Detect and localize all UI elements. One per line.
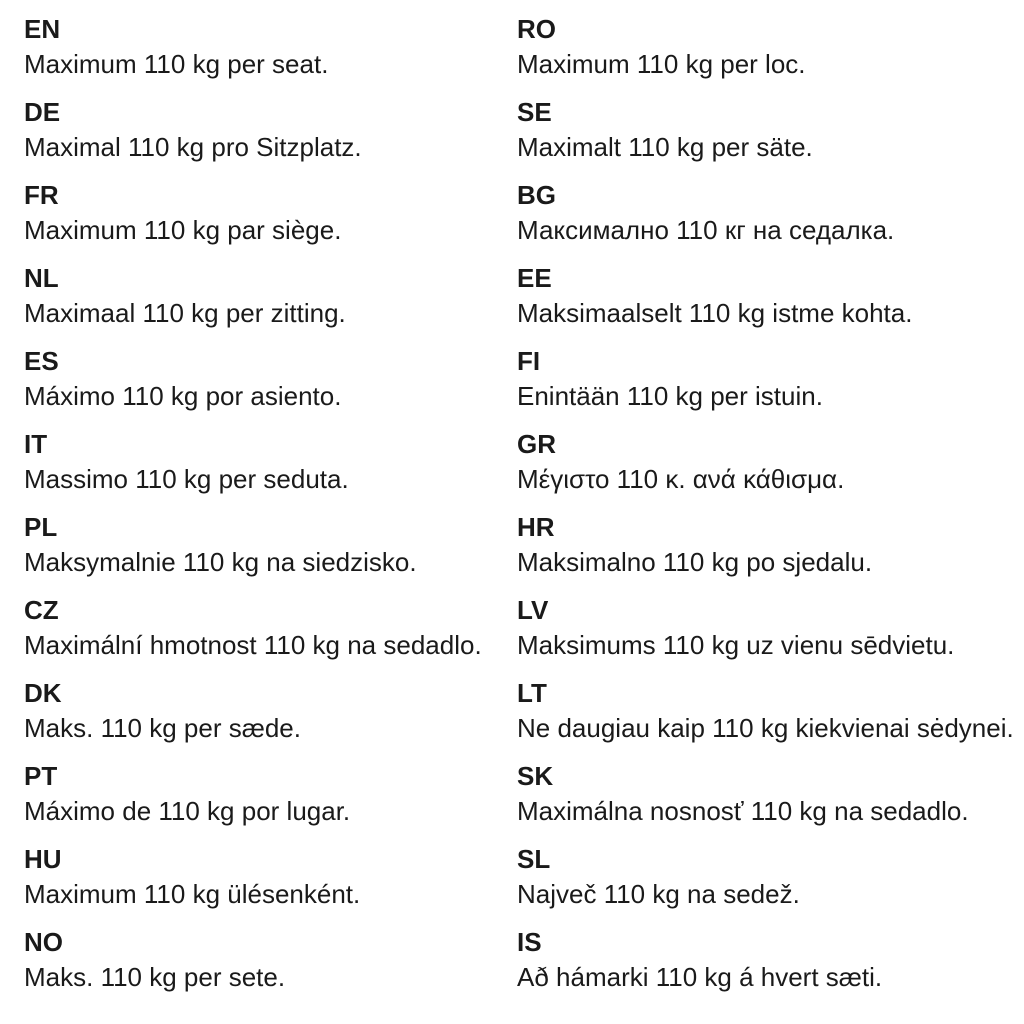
- language-code: FI: [517, 346, 541, 376]
- language-code: PT: [24, 761, 58, 791]
- language-entry-gr: GR Μέγιστο 110 κ. ανά κάθισμα.: [517, 427, 1024, 497]
- language-entry-sk: SK Maximálna nosnosť 110 kg na sedadlo.: [517, 759, 1024, 829]
- language-code: SK: [517, 761, 554, 791]
- language-text: Maximum 110 kg par siège.: [24, 215, 342, 245]
- language-code: FR: [24, 180, 59, 210]
- language-text: Maximálna nosnosť 110 kg na sedadlo.: [517, 796, 969, 826]
- language-entry-pt: PT Máximo de 110 kg por lugar.: [24, 759, 517, 829]
- language-entry-cz: CZ Maximální hmotnost 110 kg na sedadlo.: [24, 593, 517, 663]
- language-text: Máximo 110 kg por asiento.: [24, 381, 342, 411]
- language-entry-se: SE Maximalt 110 kg per säte.: [517, 95, 1024, 165]
- language-code: DE: [24, 97, 61, 127]
- language-entry-lv: LV Maksimums 110 kg uz vienu sēdvietu.: [517, 593, 1024, 663]
- language-entry-is: IS Að hámarki 110 kg á hvert sæti.: [517, 925, 1024, 995]
- language-text: Максимално 110 кг на седалка.: [517, 215, 895, 245]
- language-text: Máximo de 110 kg por lugar.: [24, 796, 351, 826]
- language-text: Maksymalnie 110 kg na siedzisko.: [24, 547, 417, 577]
- language-text: Maks. 110 kg per sæde.: [24, 713, 301, 743]
- language-entry-bg: BG Максимално 110 кг на седалка.: [517, 178, 1024, 248]
- language-entry-it: IT Massimo 110 kg per seduta.: [24, 427, 517, 497]
- language-text: Maximum 110 kg ülésenként.: [24, 879, 361, 909]
- language-code: EE: [517, 263, 552, 293]
- language-text: Maksimalno 110 kg po sjedalu.: [517, 547, 873, 577]
- language-code: SL: [517, 844, 551, 874]
- language-entry-ee: EE Maksimaalselt 110 kg istme kohta.: [517, 261, 1024, 331]
- language-code: CZ: [24, 595, 59, 625]
- language-code: GR: [517, 429, 556, 459]
- language-code: LT: [517, 678, 547, 708]
- language-code: NO: [24, 927, 63, 957]
- language-code: RO: [517, 14, 556, 44]
- language-text: Að hámarki 110 kg á hvert sæti.: [517, 962, 883, 992]
- language-code: EN: [24, 14, 61, 44]
- language-entry-no: NO Maks. 110 kg per sete.: [24, 925, 517, 995]
- right-column: RO Maximum 110 kg per loc. SE Maximalt 1…: [517, 12, 1024, 1024]
- language-code: BG: [517, 180, 556, 210]
- language-entry-hr: HR Maksimalno 110 kg po sjedalu.: [517, 510, 1024, 580]
- language-entry-fr: FR Maximum 110 kg par siège.: [24, 178, 517, 248]
- language-code: NL: [24, 263, 59, 293]
- language-entry-de: DE Maximal 110 kg pro Sitzplatz.: [24, 95, 517, 165]
- language-code: HR: [517, 512, 555, 542]
- language-code: IS: [517, 927, 542, 957]
- language-text: Massimo 110 kg per seduta.: [24, 464, 349, 494]
- language-text: Maksimaalselt 110 kg istme kohta.: [517, 298, 913, 328]
- language-text: Maximaal 110 kg per zitting.: [24, 298, 346, 328]
- language-code: LV: [517, 595, 549, 625]
- language-entry-pl: PL Maksymalnie 110 kg na siedzisko.: [24, 510, 517, 580]
- language-entry-sl: SL Največ 110 kg na sedež.: [517, 842, 1024, 912]
- language-text: Enintään 110 kg per istuin.: [517, 381, 823, 411]
- language-entry-fi: FI Enintään 110 kg per istuin.: [517, 344, 1024, 414]
- language-code: SE: [517, 97, 552, 127]
- language-code: IT: [24, 429, 48, 459]
- language-entry-hu: HU Maximum 110 kg ülésenként.: [24, 842, 517, 912]
- language-text: Ne daugiau kaip 110 kg kiekvienai sėdyne…: [517, 713, 1014, 743]
- language-entry-ro: RO Maximum 110 kg per loc.: [517, 12, 1024, 82]
- language-text: Maksimums 110 kg uz vienu sēdvietu.: [517, 630, 955, 660]
- language-code: HU: [24, 844, 62, 874]
- language-text: Maximalt 110 kg per säte.: [517, 132, 813, 162]
- language-text: Maximální hmotnost 110 kg na sedadlo.: [24, 630, 482, 660]
- language-code: DK: [24, 678, 62, 708]
- language-entry-en: EN Maximum 110 kg per seat.: [24, 12, 517, 82]
- language-text: Maximum 110 kg per loc.: [517, 49, 806, 79]
- language-text: Μέγιστο 110 κ. ανά κάθισμα.: [517, 464, 845, 494]
- language-code: ES: [24, 346, 59, 376]
- language-entry-dk: DK Maks. 110 kg per sæde.: [24, 676, 517, 746]
- language-text: Maximum 110 kg per seat.: [24, 49, 329, 79]
- language-entry-nl: NL Maximaal 110 kg per zitting.: [24, 261, 517, 331]
- language-text: Maximal 110 kg pro Sitzplatz.: [24, 132, 362, 162]
- language-entry-es: ES Máximo 110 kg por asiento.: [24, 344, 517, 414]
- left-column: EN Maximum 110 kg per seat. DE Maximal 1…: [24, 12, 517, 1024]
- language-text: Največ 110 kg na sedež.: [517, 879, 800, 909]
- language-text: Maks. 110 kg per sete.: [24, 962, 286, 992]
- language-code: PL: [24, 512, 58, 542]
- language-entry-lt: LT Ne daugiau kaip 110 kg kiekvienai sėd…: [517, 676, 1024, 746]
